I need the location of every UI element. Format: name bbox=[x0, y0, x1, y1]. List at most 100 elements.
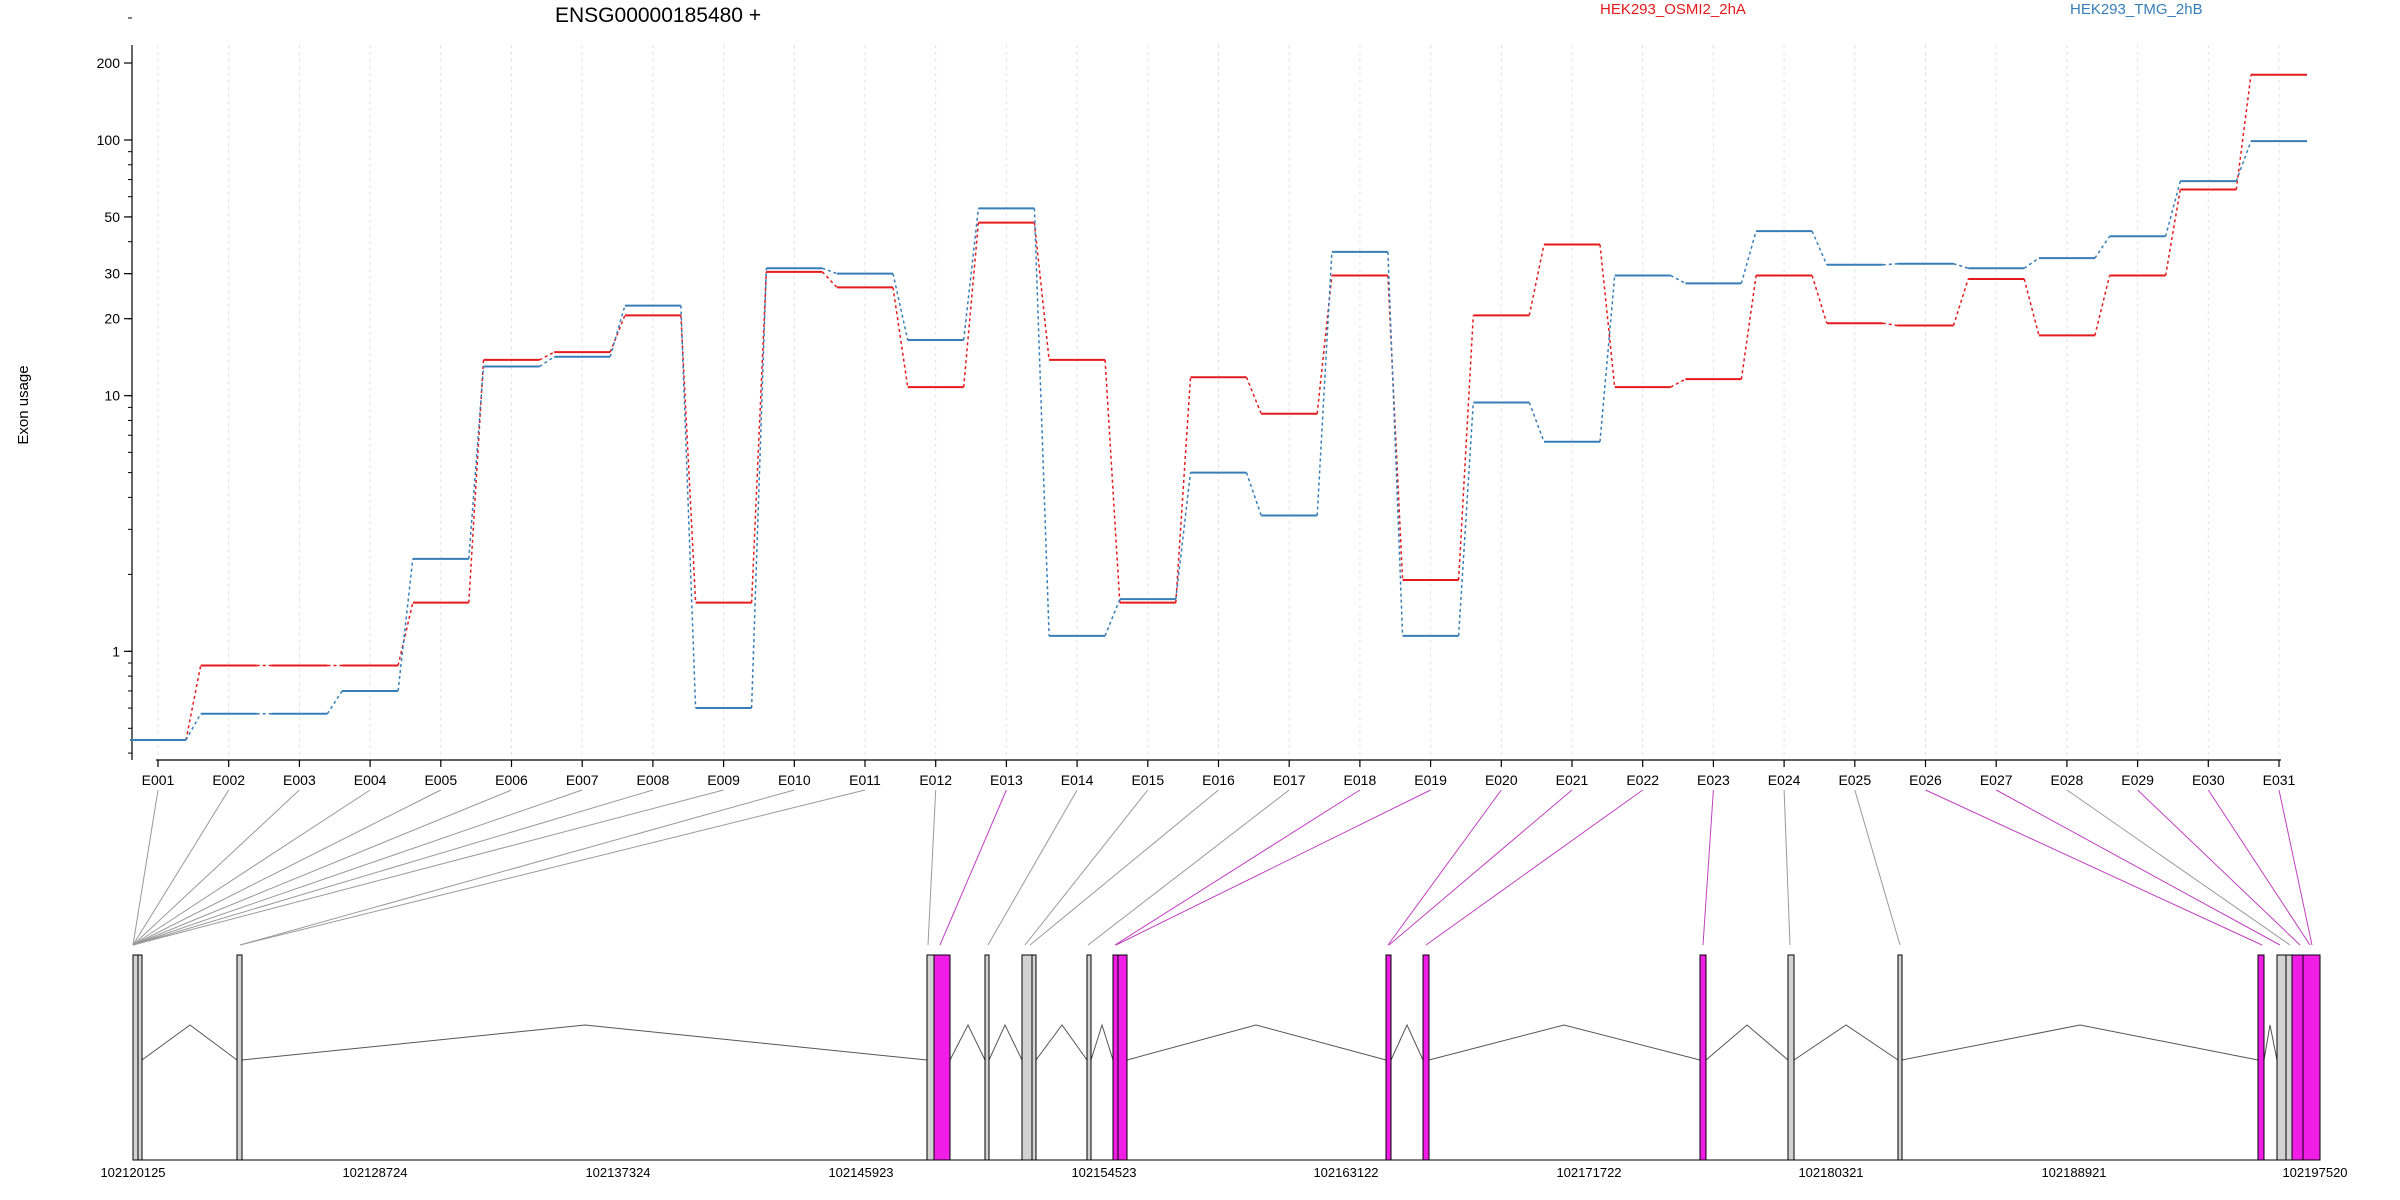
x-tick-label: E026 bbox=[1909, 772, 1942, 788]
exon-block-highlighted bbox=[2302, 954, 2321, 1161]
exon-connector-line bbox=[132, 789, 583, 946]
series-2 bbox=[130, 140, 2307, 741]
series-connector bbox=[680, 315, 697, 603]
exon-connector-line bbox=[1925, 789, 2263, 946]
genome-coordinate-label: 102163122 bbox=[1313, 1165, 1378, 1180]
series-connector bbox=[1952, 278, 1969, 326]
exon-block-highlighted bbox=[1699, 954, 1707, 1161]
series-connector bbox=[326, 690, 343, 715]
series-connector bbox=[962, 222, 980, 388]
series-connector bbox=[1528, 402, 1545, 443]
series-connector bbox=[468, 366, 485, 559]
legend-label-series-2: HEK293_TMG_2hB bbox=[2070, 1, 2203, 18]
series-connector bbox=[1953, 263, 1969, 269]
series-connector bbox=[1882, 263, 1898, 266]
series-connector bbox=[1528, 244, 1545, 316]
series-connector bbox=[1599, 244, 1616, 388]
series-connector bbox=[821, 271, 838, 288]
y-tick-label: 100 bbox=[97, 132, 121, 148]
series-connector bbox=[2235, 74, 2252, 190]
x-tick-label: E030 bbox=[2192, 772, 2225, 788]
genome-coordinate-label: 102171722 bbox=[1556, 1165, 1621, 1180]
x-tick-label: E023 bbox=[1697, 772, 1730, 788]
exon-connector-line bbox=[132, 789, 724, 946]
genome-coordinate-label: 102120125 bbox=[100, 1165, 165, 1180]
y-axis-label: Exon usage bbox=[15, 365, 32, 444]
exon-block bbox=[926, 954, 935, 1161]
genome-coordinate-label: 102154523 bbox=[1071, 1165, 1136, 1180]
exon-connector-line bbox=[132, 789, 371, 946]
x-tick-label: E024 bbox=[1768, 772, 1801, 788]
chart-title: ENSG00000185480 + bbox=[555, 4, 761, 27]
exon-connector-line bbox=[132, 789, 442, 946]
series-connector bbox=[1811, 275, 1828, 324]
exon-block-highlighted bbox=[1112, 954, 1119, 1161]
vertical-grid bbox=[157, 45, 2280, 760]
exon-connector-line bbox=[1087, 789, 1290, 946]
series-connector bbox=[397, 602, 414, 666]
exon-connector-line bbox=[239, 789, 866, 946]
y-tick-label: 10 bbox=[104, 388, 120, 404]
x-tick-label: E016 bbox=[1202, 772, 1235, 788]
chart-axes: 1 10 20 30 50 100 200 E001 E002 E003 E004 E005 E006 E… bbox=[97, 17, 2296, 788]
series-connector bbox=[1104, 598, 1121, 637]
exon-connector-line bbox=[987, 789, 1078, 946]
series-connector bbox=[1670, 378, 1686, 388]
exon-connector-line bbox=[132, 789, 300, 946]
legend-label-series-1: HEK293_OSMI2_2hA bbox=[1600, 1, 1746, 18]
intron-line bbox=[2263, 1024, 2278, 1061]
genome-coordinate-label: 102197520 bbox=[2282, 1165, 2347, 1180]
exon-connector-line bbox=[1425, 789, 1643, 946]
x-tick-label: E001 bbox=[142, 772, 175, 788]
exon-block-highlighted bbox=[933, 954, 951, 1161]
x-tick-label: E019 bbox=[1414, 772, 1447, 788]
x-tick-label: E027 bbox=[1980, 772, 2013, 788]
x-tick-label: E002 bbox=[212, 772, 245, 788]
intron-line bbox=[949, 1023, 986, 1061]
x-tick-label: E010 bbox=[778, 772, 811, 788]
exon-block bbox=[984, 954, 990, 1161]
series-connector bbox=[397, 558, 414, 692]
exon-connector-line bbox=[1854, 789, 1901, 946]
x-tick-label: E004 bbox=[354, 772, 387, 788]
x-tick-label: E003 bbox=[283, 772, 316, 788]
exon-connector-line bbox=[132, 789, 512, 946]
series-connector bbox=[539, 351, 555, 361]
exon-block-highlighted bbox=[1422, 954, 1430, 1161]
series-connector bbox=[1457, 402, 1475, 636]
exon-connector-line bbox=[1115, 789, 1431, 946]
x-tick-label: E028 bbox=[2051, 772, 2084, 788]
series-connector bbox=[1387, 251, 1404, 636]
intron-line bbox=[1090, 1023, 1114, 1061]
y-tick-label: 200 bbox=[97, 55, 121, 71]
series-connector bbox=[2094, 235, 2111, 259]
intron-line bbox=[1035, 1024, 1088, 1061]
series-connector bbox=[1740, 230, 1757, 284]
intron-line bbox=[988, 1023, 1023, 1061]
intron-line bbox=[1390, 1023, 1424, 1061]
series-connector bbox=[2235, 140, 2252, 182]
exon-connector-line bbox=[1783, 789, 1791, 946]
series-connector bbox=[1316, 251, 1333, 516]
exon-block-highlighted bbox=[2257, 954, 2265, 1161]
exon-block-highlighted bbox=[1385, 954, 1392, 1161]
exon-connector-line bbox=[939, 789, 1007, 946]
series-connector bbox=[1740, 275, 1757, 380]
exon-connector-line bbox=[132, 789, 654, 946]
x-tick-label: E013 bbox=[990, 772, 1023, 788]
x-tick-label: E007 bbox=[566, 772, 599, 788]
series-connector bbox=[1670, 274, 1686, 284]
series-connector bbox=[1104, 359, 1121, 603]
intron-line bbox=[1705, 1024, 1789, 1061]
genome-coordinate-label: 102180321 bbox=[1798, 1165, 1863, 1180]
exon-block bbox=[1787, 954, 1795, 1161]
series-connector bbox=[1811, 230, 1828, 266]
intron-line bbox=[241, 1024, 928, 1061]
series-connector bbox=[750, 268, 768, 709]
exon-connector-line bbox=[2066, 789, 2291, 946]
exon-block bbox=[236, 954, 243, 1161]
series-connector bbox=[1245, 376, 1262, 414]
y-tick-label: 20 bbox=[104, 311, 120, 327]
intron-line bbox=[1428, 1024, 1701, 1061]
